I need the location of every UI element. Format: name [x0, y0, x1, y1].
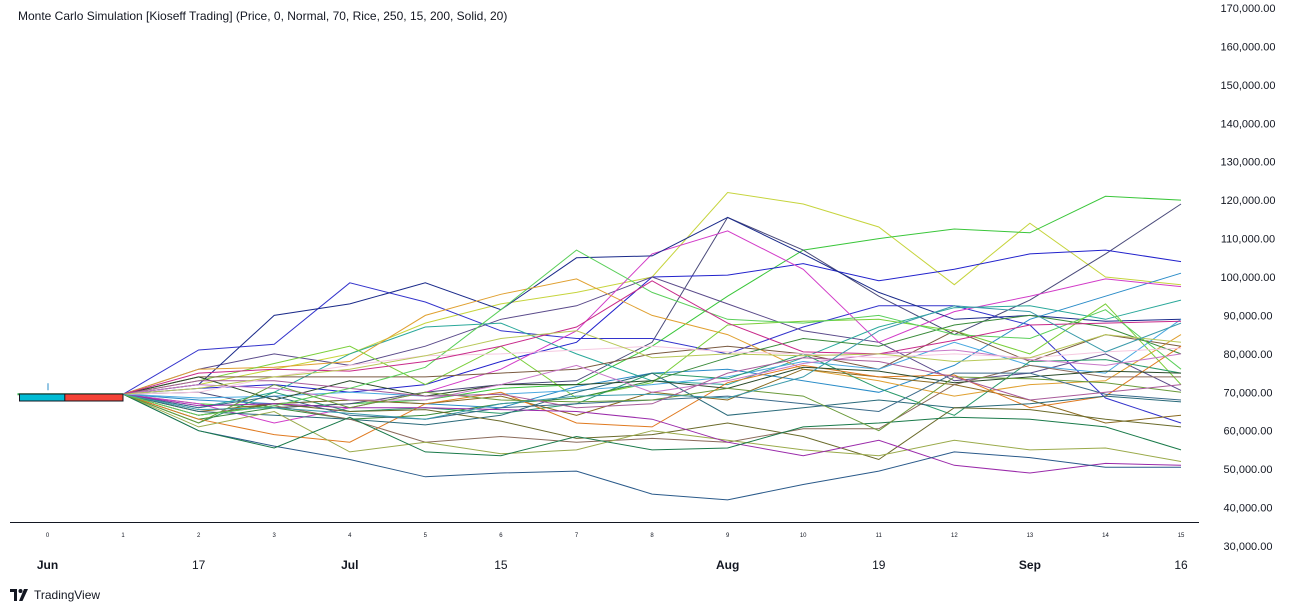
y-tick-label: 80,000.00 — [1224, 349, 1273, 361]
series-line-33 — [122, 280, 1182, 395]
y-tick-label: 30,000.00 — [1224, 541, 1273, 553]
x-step-label: 5 — [424, 533, 428, 539]
y-tick-label: 100,000.00 — [1220, 272, 1275, 284]
series-line-32 — [123, 345, 1182, 395]
series-line-21 — [122, 364, 1181, 443]
series-line-26 — [122, 393, 1181, 501]
x-step-label: 8 — [650, 533, 654, 539]
series-line-30 — [123, 357, 1182, 409]
series-line-29 — [122, 376, 1182, 432]
y-tick-label: 160,000.00 — [1220, 41, 1275, 53]
x-step-label: 9 — [726, 533, 730, 539]
y-tick-label: 70,000.00 — [1224, 387, 1273, 399]
y-tick-label: 140,000.00 — [1220, 118, 1275, 130]
series-line-12 — [123, 303, 1182, 399]
x-date-label: 17 — [192, 558, 206, 572]
x-step-label: 6 — [499, 533, 503, 539]
x-date-label: 16 — [1174, 558, 1188, 572]
tradingview-branding[interactable]: TradingView — [10, 588, 100, 602]
x-step-labels: 0 1 2 3 4 5 6 7 8 9 10 11 12 13 14 15 — [46, 533, 1185, 539]
y-tick-label: 40,000.00 — [1224, 503, 1273, 515]
y-tick-label: 170,000.00 — [1220, 3, 1275, 15]
series-line-23 — [122, 366, 1182, 401]
x-step-label: 2 — [197, 533, 201, 539]
series-line-19 — [122, 372, 1182, 426]
series-layer — [17, 191, 1182, 501]
start-markers — [19, 383, 124, 402]
series-line-31 — [122, 249, 1182, 416]
tradingview-logo-icon — [10, 589, 28, 601]
series-line-8 — [123, 230, 1182, 424]
x-step-label: 1 — [121, 533, 125, 539]
x-step-label: 12 — [951, 533, 958, 539]
series-line-14 — [123, 318, 1182, 399]
series-line-35 — [123, 305, 1182, 420]
x-date-label: Sep — [1019, 558, 1041, 572]
x-date-label: Jul — [341, 558, 358, 572]
x-step-label: 4 — [348, 533, 352, 539]
series-line-18 — [122, 345, 1182, 443]
series-line-13 — [122, 330, 1182, 395]
series-line-4 — [123, 249, 1182, 395]
y-tick-label: 120,000.00 — [1220, 195, 1275, 207]
x-step-label: 15 — [1178, 533, 1185, 539]
x-date-label: Aug — [716, 558, 739, 572]
series-line-7 — [123, 272, 1182, 409]
chart-title: Monte Carlo Simulation [Kioseff Trading]… — [18, 9, 508, 23]
x-step-label: 0 — [46, 533, 50, 539]
series-line-22 — [122, 393, 1182, 462]
series-line-1 — [123, 191, 1182, 395]
x-step-label: 7 — [575, 533, 579, 539]
y-tick-label: 130,000.00 — [1220, 157, 1275, 169]
x-step-label: 13 — [1027, 533, 1034, 539]
x-step-label: 11 — [876, 533, 883, 539]
series-line-20 — [122, 393, 1182, 461]
y-tick-label: 150,000.00 — [1220, 80, 1275, 92]
y-tick-label: 50,000.00 — [1224, 464, 1273, 476]
x-date-label: Jun — [37, 558, 58, 572]
series-line-11 — [122, 278, 1182, 397]
y-tick-label: 60,000.00 — [1224, 426, 1273, 438]
x-date-labels: Jun 17 Jul 15 Aug 19 Sep 16 — [37, 558, 1188, 572]
start-marker-2 — [64, 393, 124, 402]
y-tick-label: 90,000.00 — [1224, 310, 1273, 322]
x-step-label: 14 — [1102, 533, 1109, 539]
series-line-25 — [123, 393, 1182, 474]
tradingview-brand-name: TradingView — [34, 588, 101, 602]
x-step-label: 3 — [273, 533, 277, 539]
y-tick-label: 110,000.00 — [1221, 234, 1275, 246]
y-axis-labels: 170,000.00 160,000.00 150,000.00 140,000.00… — [1220, 3, 1275, 553]
x-step-label: 10 — [800, 533, 807, 539]
x-date-label: 15 — [494, 558, 508, 572]
x-date-label: 19 — [872, 558, 886, 572]
series-line-9 — [123, 216, 1182, 395]
series-line-27 — [122, 393, 1182, 457]
series-line-34 — [123, 330, 1182, 395]
